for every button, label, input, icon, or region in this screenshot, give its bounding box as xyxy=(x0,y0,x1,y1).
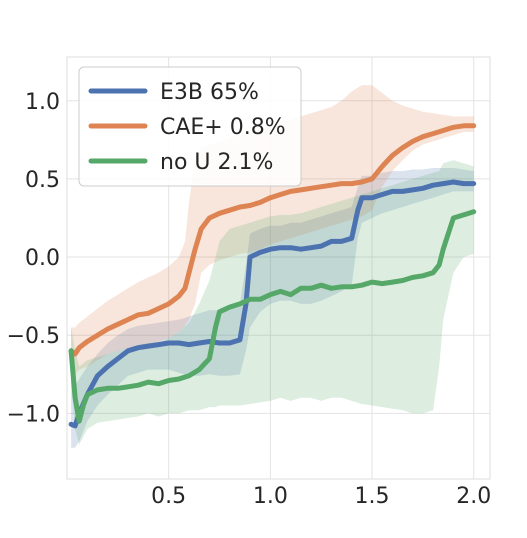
legend-label-0: E3B 65% xyxy=(160,80,259,105)
x-tick-label: 0.5 xyxy=(151,484,186,509)
series-band-0 xyxy=(71,168,474,448)
series-line-2 xyxy=(68,209,477,424)
series-lines xyxy=(68,123,477,429)
legend-label-2: no U 2.1% xyxy=(160,150,273,175)
legend: E3B 65% CAE+ 0.8% no U 2.1% xyxy=(78,66,302,187)
y-tick-label: 1.0 xyxy=(25,90,60,115)
x-tick-label: 2.0 xyxy=(456,484,491,509)
legend-box xyxy=(78,66,302,187)
x-axis-ticks: 0.5 1.0 1.5 2.0 xyxy=(151,484,491,509)
legend-label-1: CAE+ 0.8% xyxy=(160,115,286,140)
y-tick-label: 0.0 xyxy=(25,246,60,271)
series-line-0 xyxy=(68,179,477,429)
x-tick-label: 1.5 xyxy=(355,484,390,509)
x-tick-label: 1.0 xyxy=(253,484,288,509)
series-line-1 xyxy=(68,123,477,357)
series-band-2 xyxy=(71,160,474,445)
y-tick-label: −1.0 xyxy=(7,402,60,427)
y-tick-label: −0.5 xyxy=(7,324,60,349)
y-axis-ticks: −1.0 −0.5 0.0 0.5 1.0 xyxy=(7,90,60,428)
y-tick-label: 0.5 xyxy=(25,168,60,193)
